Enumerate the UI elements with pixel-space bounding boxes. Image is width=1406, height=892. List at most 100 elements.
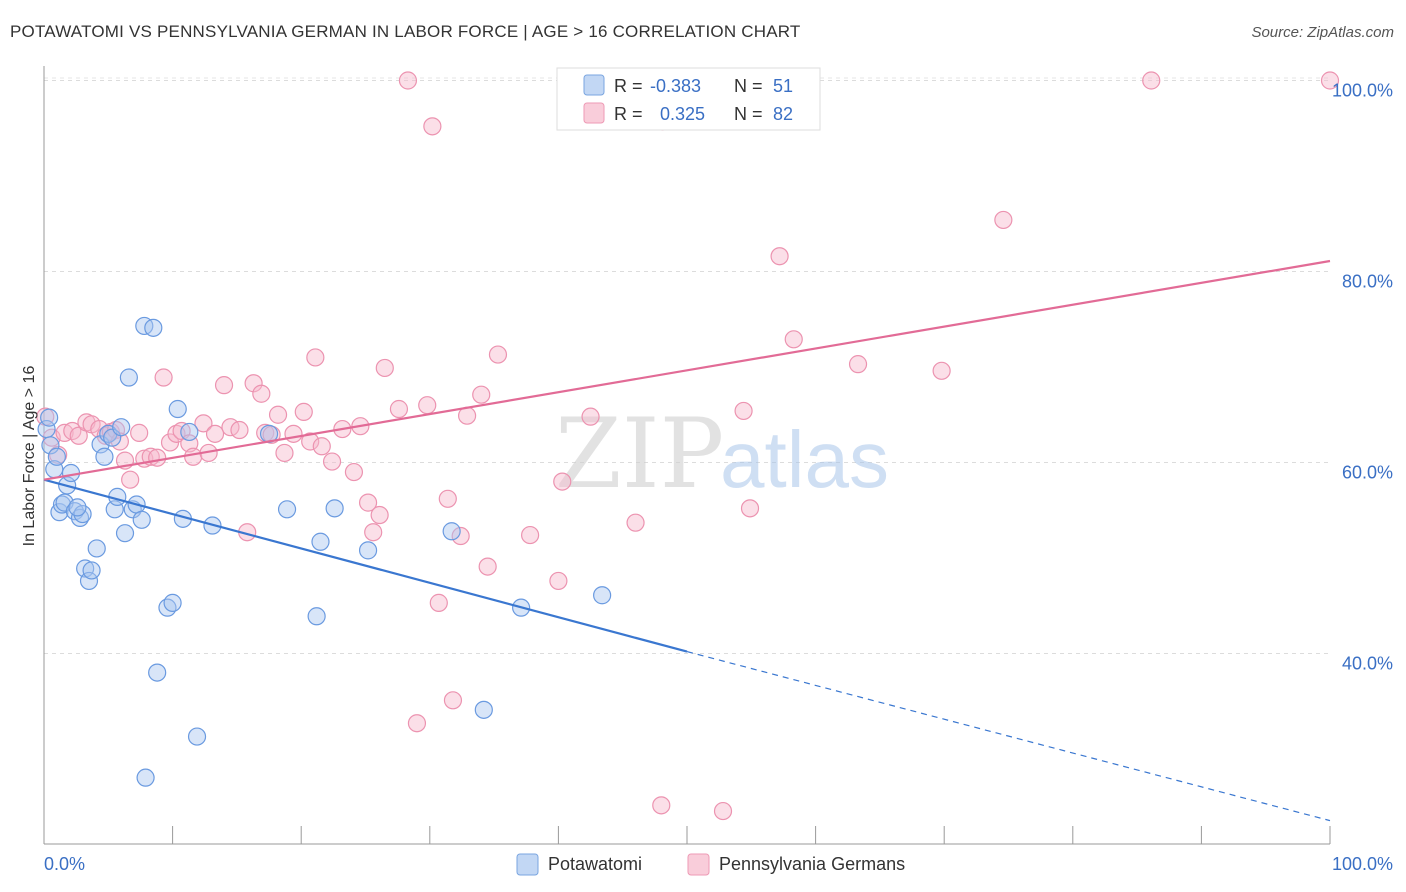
- pennsylvania-germans-point-5: [69, 426, 88, 445]
- potawatomi-point-46: [474, 700, 493, 719]
- pennsylvania-germans-point-18: [148, 448, 167, 467]
- pennsylvania-germans-point-43: [322, 452, 342, 471]
- potawatomi-point-34: [168, 399, 187, 419]
- pennsylvania-germans-point-30: [230, 420, 249, 440]
- potawatomi-point-44: [358, 541, 378, 560]
- stats-legend-box: R = -0.383 N = 51 R = 0.325 N = 82: [556, 67, 821, 131]
- y-tick-labels: 40.0% 60.0% 80.0% 100.0%: [1332, 81, 1393, 674]
- potawatomi-point-14: [82, 561, 101, 580]
- potawatomi-point-43: [325, 499, 344, 518]
- pennsylvania-germans-point-73: [770, 247, 789, 266]
- pennsylvania-germans-point-50: [375, 358, 394, 378]
- pennsylvania-germans-point-53: [407, 714, 427, 733]
- potawatomi-point-33: [163, 593, 182, 612]
- y-tick-label-60: 60.0%: [1342, 463, 1393, 483]
- trend-line-pennsylvania-germans: [43, 259, 1331, 481]
- pennsylvania-germans-point-33: [252, 384, 271, 403]
- pennsylvania-germans-point-80: [652, 796, 671, 815]
- pennsylvania-germans-point-28: [214, 376, 234, 395]
- pennsylvania-germans-point-63: [488, 345, 508, 364]
- potawatomi-point-48: [593, 586, 612, 605]
- potawatomi-point-41: [307, 607, 326, 626]
- pennsylvania-germans-point-52: [398, 71, 418, 90]
- pennsylvania-germans-point-70: [713, 801, 733, 821]
- x-tick-label-min: 0.0%: [44, 854, 85, 874]
- y-tick-label-80: 80.0%: [1342, 272, 1393, 292]
- legend-label-pennsylvania-germans: Pennsylvania Germans: [719, 854, 905, 874]
- pennsylvania-germans-point-37: [275, 443, 294, 463]
- pennsylvania-germans-point-19: [154, 368, 173, 387]
- pennsylvania-germans-point-66: [553, 472, 572, 491]
- pennsylvania-germans-point-77: [994, 210, 1013, 230]
- pennsylvania-germans-point-55: [423, 117, 442, 136]
- pennsylvania-germans-point-81: [581, 407, 600, 426]
- pennsylvania-germans-point-62: [478, 557, 497, 576]
- series-potawatomi: [37, 316, 612, 787]
- legend-label-potawatomi: Potawatomi: [548, 854, 642, 874]
- pennsylvania-germans-point-75: [848, 355, 868, 374]
- potawatomi-point-22: [112, 418, 131, 437]
- potawatomi-point-42: [311, 532, 330, 551]
- pennsylvania-germans-point-15: [130, 423, 149, 442]
- pennsylvania-germans-point-45: [344, 462, 364, 482]
- pennsylvania-germans-point-71: [734, 401, 753, 421]
- stats-n-value-pink: 82: [773, 104, 793, 124]
- potawatomi-point-45: [442, 522, 461, 541]
- potawatomi-point-49: [40, 408, 59, 427]
- pennsylvania-germans-point-27: [205, 424, 225, 443]
- potawatomi-point-36: [180, 422, 199, 442]
- pennsylvania-germans-point-56: [429, 593, 448, 612]
- pennsylvania-germans-point-79: [1320, 71, 1340, 90]
- pennsylvania-germans-point-40: [301, 432, 320, 451]
- pennsylvania-germans-point-58: [443, 691, 463, 710]
- pennsylvania-germans-point-38: [284, 424, 303, 443]
- legend-swatch-pennsylvania-germans: [687, 853, 710, 876]
- legend-swatch-potawatomi: [516, 853, 539, 876]
- pennsylvania-germans-point-42: [312, 437, 331, 456]
- pennsylvania-germans-point-41: [306, 348, 325, 367]
- pennsylvania-germans-point-65: [549, 571, 568, 591]
- stats-r-label-pink: R =: [614, 104, 643, 124]
- pennsylvania-germans-point-48: [364, 523, 383, 542]
- potawatomi-point-27: [132, 510, 151, 529]
- pennsylvania-germans-point-59: [451, 526, 470, 546]
- x-tick-label-max: 100.0%: [1332, 854, 1393, 874]
- stats-r-value-pink: 0.325: [660, 104, 705, 124]
- stats-n-value-blue: 51: [773, 76, 793, 96]
- bottom-legend: Potawatomi Pennsylvania Germans: [516, 853, 905, 876]
- potawatomi-point-15: [87, 539, 106, 558]
- x-axis-ticks: [43, 826, 1331, 844]
- gridlines: [44, 77, 1330, 654]
- pennsylvania-germans-point-14: [121, 470, 140, 489]
- stats-n-label-pink: N =: [734, 104, 763, 124]
- stats-r-label-blue: R =: [614, 76, 643, 96]
- pennsylvania-germans-point-47: [358, 493, 378, 512]
- stats-swatch-pink: [583, 102, 605, 124]
- potawatomi-point-37: [187, 727, 207, 746]
- pennsylvania-germans-point-49: [370, 505, 389, 525]
- potawatomi-point-24: [119, 368, 138, 387]
- pennsylvania-germans-point-78: [1142, 71, 1161, 90]
- potawatomi-point-31: [148, 663, 167, 682]
- potawatomi-point-17: [95, 447, 114, 466]
- pennsylvania-germans-point-36: [268, 405, 288, 424]
- pennsylvania-germans-point-24: [184, 447, 203, 466]
- y-tick-label-40: 40.0%: [1342, 654, 1393, 674]
- stats-n-label-blue: N =: [734, 76, 763, 96]
- y-axis-label: In Labor Force | Age > 16: [21, 366, 38, 547]
- potawatomi-point-1: [41, 436, 60, 455]
- source-attribution: Source: ZipAtlas.com: [1251, 24, 1394, 41]
- pennsylvania-germans-point-72: [740, 499, 760, 518]
- potawatomi-point-19: [103, 428, 122, 447]
- trend-line-potawatomi-extension: [686, 651, 1331, 822]
- potawatomi-point-23: [115, 524, 135, 543]
- chart-title: POTAWATOMI VS PENNSYLVANIA GERMAN IN LAB…: [10, 22, 801, 41]
- pennsylvania-germans-point-39: [294, 402, 313, 421]
- pennsylvania-germans-point-61: [472, 385, 491, 404]
- watermark-atlas: atlas: [720, 415, 889, 504]
- potawatomi-point-28: [136, 768, 155, 787]
- y-tick-label-100: 100.0%: [1332, 81, 1393, 101]
- potawatomi-point-3: [47, 447, 66, 466]
- potawatomi-point-30: [144, 318, 163, 337]
